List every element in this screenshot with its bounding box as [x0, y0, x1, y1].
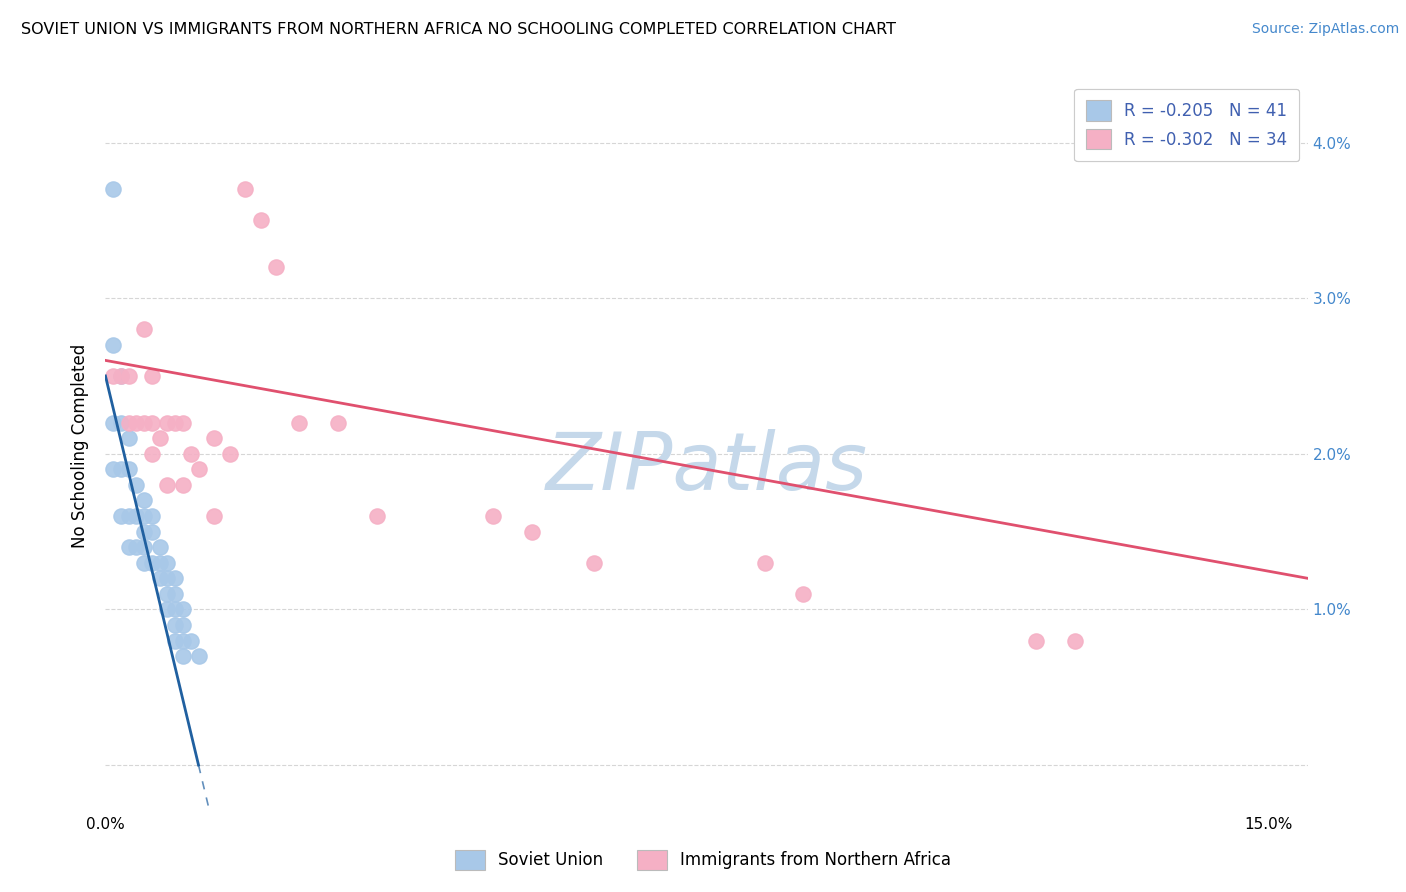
- Point: [103, 182, 125, 196]
- Point: [118, 368, 141, 383]
- Point: [110, 416, 132, 430]
- Point: [141, 556, 163, 570]
- Legend: R = -0.205   N = 41, R = -0.302   N = 34: R = -0.205 N = 41, R = -0.302 N = 34: [1074, 88, 1299, 161]
- Point: [180, 447, 202, 461]
- Point: [134, 322, 156, 336]
- Point: [134, 416, 156, 430]
- Point: [288, 416, 311, 430]
- Point: [202, 509, 225, 524]
- Point: [134, 509, 156, 524]
- Point: [141, 447, 163, 461]
- Point: [172, 478, 194, 492]
- Point: [172, 649, 194, 664]
- Point: [110, 368, 132, 383]
- Point: [141, 524, 163, 539]
- Legend: Soviet Union, Immigrants from Northern Africa: Soviet Union, Immigrants from Northern A…: [449, 843, 957, 877]
- Point: [149, 571, 172, 585]
- Point: [172, 618, 194, 632]
- Point: [134, 556, 156, 570]
- Point: [165, 587, 187, 601]
- Point: [156, 571, 179, 585]
- Point: [134, 540, 156, 554]
- Point: [1064, 633, 1087, 648]
- Point: [141, 416, 163, 430]
- Point: [187, 462, 209, 476]
- Point: [233, 182, 256, 196]
- Point: [520, 524, 543, 539]
- Point: [165, 633, 187, 648]
- Point: [125, 478, 148, 492]
- Text: ZIPatlas: ZIPatlas: [546, 429, 868, 507]
- Point: [326, 416, 349, 430]
- Point: [110, 462, 132, 476]
- Point: [156, 587, 179, 601]
- Point: [156, 602, 179, 616]
- Point: [156, 556, 179, 570]
- Point: [125, 509, 148, 524]
- Point: [165, 618, 187, 632]
- Point: [125, 540, 148, 554]
- Point: [187, 649, 209, 664]
- Point: [118, 509, 141, 524]
- Point: [110, 368, 132, 383]
- Point: [125, 416, 148, 430]
- Point: [103, 368, 125, 383]
- Point: [366, 509, 388, 524]
- Point: [165, 416, 187, 430]
- Point: [165, 602, 187, 616]
- Point: [110, 509, 132, 524]
- Point: [118, 431, 141, 445]
- Point: [103, 416, 125, 430]
- Point: [118, 540, 141, 554]
- Y-axis label: No Schooling Completed: No Schooling Completed: [72, 344, 90, 548]
- Point: [264, 260, 287, 274]
- Point: [172, 416, 194, 430]
- Point: [118, 416, 141, 430]
- Point: [141, 368, 163, 383]
- Point: [583, 556, 606, 570]
- Point: [792, 587, 814, 601]
- Point: [149, 556, 172, 570]
- Point: [172, 602, 194, 616]
- Point: [149, 540, 172, 554]
- Point: [754, 556, 776, 570]
- Point: [156, 478, 179, 492]
- Point: [103, 338, 125, 352]
- Point: [249, 213, 271, 227]
- Point: [202, 431, 225, 445]
- Point: [134, 524, 156, 539]
- Point: [156, 416, 179, 430]
- Point: [180, 633, 202, 648]
- Point: [134, 493, 156, 508]
- Point: [149, 431, 172, 445]
- Point: [1025, 633, 1047, 648]
- Point: [141, 509, 163, 524]
- Point: [218, 447, 240, 461]
- Text: SOVIET UNION VS IMMIGRANTS FROM NORTHERN AFRICA NO SCHOOLING COMPLETED CORRELATI: SOVIET UNION VS IMMIGRANTS FROM NORTHERN…: [21, 22, 896, 37]
- Point: [482, 509, 505, 524]
- Point: [165, 571, 187, 585]
- Text: Source: ZipAtlas.com: Source: ZipAtlas.com: [1251, 22, 1399, 37]
- Point: [118, 462, 141, 476]
- Point: [103, 462, 125, 476]
- Point: [172, 633, 194, 648]
